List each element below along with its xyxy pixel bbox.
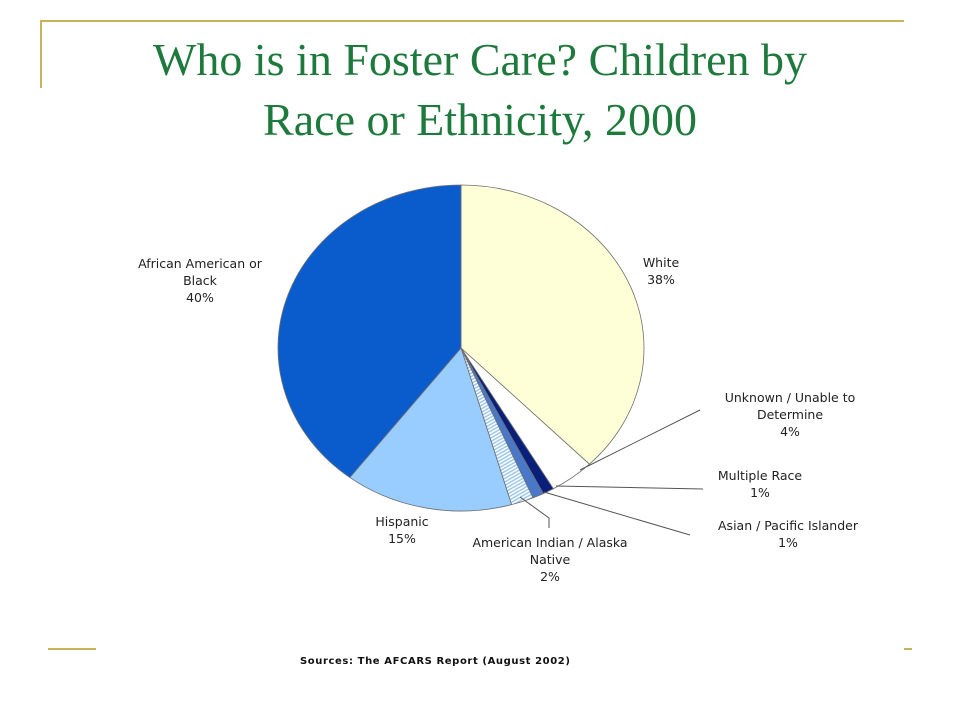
pie-slice-white: [460, 184, 645, 465]
pie-slice-black: [277, 184, 462, 478]
slice-label-asian: Asian / Pacific Islander 1%: [718, 518, 859, 550]
leader-line-asian: [543, 491, 691, 536]
slice-label-multiple-line-1: Multiple Race: [718, 468, 803, 483]
slice-label-multiple-line-2: 1%: [750, 485, 770, 500]
slice-label-native-line-1: American Indian / Alaska: [472, 535, 627, 550]
slice-label-native-line-2: Native: [530, 552, 571, 567]
slice-label-black-line-3: 40%: [186, 290, 214, 305]
slice-label-white-line-2: 38%: [647, 272, 675, 287]
bottom-rule-right: [904, 648, 912, 650]
slice-label-black: African American or Black 40%: [138, 256, 263, 305]
top-rule: [40, 20, 904, 22]
slide-title-line-2: Race or Ethnicity, 2000: [263, 93, 697, 145]
slice-label-unknown-line-2: Determine: [757, 407, 823, 422]
slice-label-unknown: Unknown / Unable to Determine 4%: [725, 390, 856, 439]
leader-line-unknown: [579, 409, 701, 471]
slide-title-line-1: Who is in Foster Care? Children by: [152, 34, 808, 85]
slice-label-hispanic-line-2: 15%: [388, 531, 416, 546]
slice-label-multiple: Multiple Race 1%: [718, 468, 803, 500]
slice-label-native: American Indian / Alaska Native 2%: [472, 535, 627, 584]
slice-labels: White 38% Unknown / Unable to Determine 4% Mu…: [138, 255, 859, 584]
slice-label-hispanic: Hispanic 15%: [375, 514, 428, 546]
pie-slice-hispanic: [349, 347, 513, 512]
slice-label-asian-line-2: 1%: [778, 535, 798, 550]
left-rule: [40, 20, 42, 88]
source-note: Sources: The AFCARS Report (August 2002): [300, 656, 571, 667]
slice-label-white-line-1: White: [643, 255, 680, 270]
slice-label-unknown-line-3: 4%: [780, 424, 800, 439]
leader-lines: [519, 409, 704, 536]
leader-line-multiple: [555, 485, 704, 490]
slide-title: Who is in Foster Care? Children by Race …: [40, 30, 920, 150]
pie-slices: [277, 184, 645, 512]
slice-label-asian-line-1: Asian / Pacific Islander: [718, 518, 859, 533]
bottom-rule-left: [48, 648, 96, 650]
leader-line-native: [519, 496, 550, 528]
slice-label-white: White 38%: [643, 255, 680, 287]
slice-label-native-line-3: 2%: [540, 569, 560, 584]
slice-label-black-line-1: African American or: [138, 256, 263, 271]
slice-label-black-line-2: Black: [183, 273, 218, 288]
slice-label-hispanic-line-1: Hispanic: [375, 514, 428, 529]
slice-label-unknown-line-1: Unknown / Unable to: [725, 390, 856, 405]
